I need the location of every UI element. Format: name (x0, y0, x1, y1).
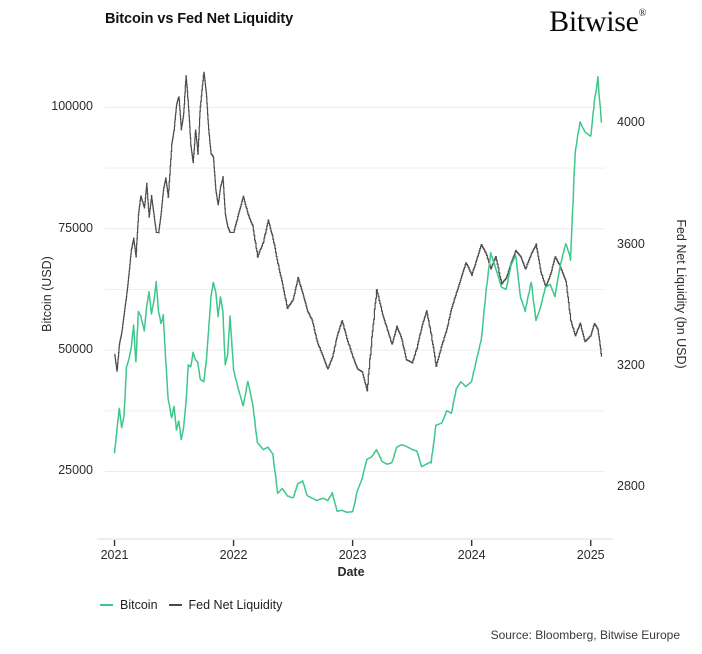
legend-swatch-icon (100, 604, 113, 606)
series-line-fed-net-liquidity (114, 71, 603, 392)
x-tick-label: 2022 (219, 548, 248, 562)
brand-name: Bitwise (549, 5, 639, 38)
chart-title: Bitcoin vs Fed Net Liquidity (105, 11, 294, 27)
y-left-axis-title: Bitcoin (USD) (40, 256, 54, 332)
y-left-tick-label: 100000 (51, 99, 93, 114)
brand-logo: Bitwise® (549, 5, 646, 39)
registered-mark-icon: ® (638, 8, 647, 19)
x-tick-label: 2024 (457, 548, 486, 562)
legend-item[interactable]: Fed Net Liquidity (168, 598, 283, 612)
y-right-axis-title: Fed Net Liquidity (bn USD) (674, 219, 688, 369)
x-axis-ticks (113, 540, 592, 546)
y-right-tick-label: 2800 (617, 479, 645, 493)
legend-label: Bitcoin (120, 598, 158, 612)
y-right-tick-label: 3600 (617, 236, 645, 251)
series-line-bitcoin (113, 75, 603, 513)
y-right-tick-label: 3200 (617, 357, 645, 372)
x-tick-label: 2025 (576, 548, 605, 562)
chart-legend: Bitcoin Fed Net Liquidity (100, 598, 282, 612)
y-left-tick-label: 50000 (58, 342, 93, 357)
legend-label: Fed Net Liquidity (188, 598, 283, 612)
legend-swatch-icon (168, 604, 182, 606)
legend-item[interactable]: Bitcoin (100, 598, 158, 612)
y-left-tick-label: 25000 (58, 463, 93, 478)
y-left-tick-label: 75000 (58, 220, 93, 235)
x-tick-label: 2021 (100, 548, 129, 562)
y-right-tick-label: 4000 (617, 115, 645, 130)
source-note: Source: Bloomberg, Bitwise Europe (490, 628, 680, 642)
x-axis-title: Date (337, 565, 365, 579)
x-tick-label: 2023 (338, 548, 367, 562)
